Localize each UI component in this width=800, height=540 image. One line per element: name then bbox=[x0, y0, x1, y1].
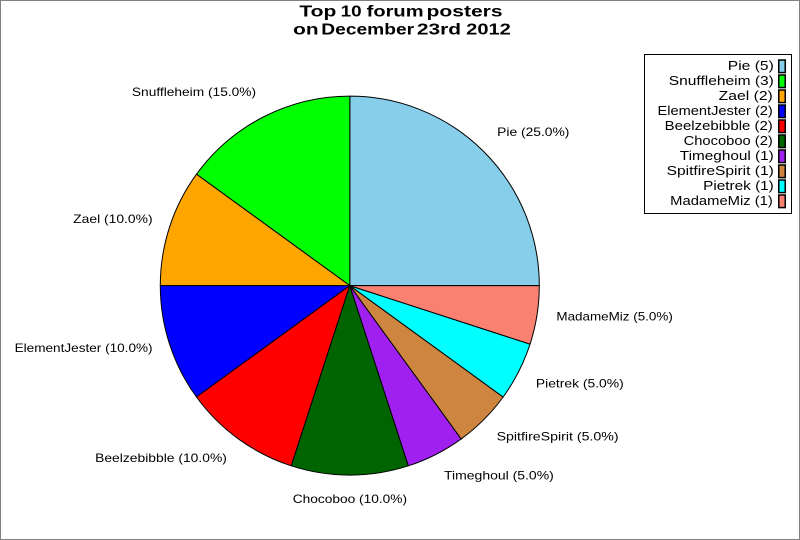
svg-text:SpitfireSpirit (1): SpitfireSpirit (1) bbox=[667, 163, 774, 178]
svg-text:Snuffleheim (3): Snuffleheim (3) bbox=[669, 73, 774, 88]
svg-text:Pie (25.0%): Pie (25.0%) bbox=[497, 125, 569, 139]
svg-text:Snuffleheim (15.0%): Snuffleheim (15.0%) bbox=[132, 85, 256, 99]
svg-text:Top: Top bbox=[299, 4, 336, 21]
svg-text:Pietrek (1): Pietrek (1) bbox=[703, 178, 774, 193]
svg-text:Zael (2): Zael (2) bbox=[719, 88, 773, 103]
svg-text:10: 10 bbox=[341, 4, 362, 21]
svg-text:2012: 2012 bbox=[466, 22, 511, 39]
svg-text:ElementJester (2): ElementJester (2) bbox=[658, 103, 773, 118]
svg-text:Zael (10.0%): Zael (10.0%) bbox=[73, 212, 152, 226]
svg-text:Beelzebibble (10.0%): Beelzebibble (10.0%) bbox=[95, 451, 227, 465]
svg-text:Chocoboo (10.0%): Chocoboo (10.0%) bbox=[293, 492, 407, 506]
svg-text:MadameMiz (1): MadameMiz (1) bbox=[670, 193, 773, 208]
svg-text:ElementJester (10.0%): ElementJester (10.0%) bbox=[15, 341, 153, 355]
svg-text:Timeghoul (5.0%): Timeghoul (5.0%) bbox=[444, 469, 554, 483]
svg-text:posters: posters bbox=[427, 4, 503, 21]
svg-text:Beelzebibble (2): Beelzebibble (2) bbox=[665, 118, 773, 133]
svg-text:Pie (5): Pie (5) bbox=[728, 58, 774, 73]
svg-text:Chocoboo (2): Chocoboo (2) bbox=[684, 133, 773, 148]
svg-text:23rd: 23rd bbox=[417, 22, 461, 39]
svg-text:SpitfireSpirit (5.0%): SpitfireSpirit (5.0%) bbox=[497, 429, 619, 443]
svg-text:December: December bbox=[321, 22, 414, 39]
svg-text:forum: forum bbox=[367, 4, 424, 21]
svg-text:Timeghoul (1): Timeghoul (1) bbox=[680, 148, 774, 163]
svg-text:MadameMiz (5.0%): MadameMiz (5.0%) bbox=[556, 310, 672, 324]
svg-text:Pietrek (5.0%): Pietrek (5.0%) bbox=[536, 377, 624, 391]
svg-text:on: on bbox=[293, 22, 318, 39]
